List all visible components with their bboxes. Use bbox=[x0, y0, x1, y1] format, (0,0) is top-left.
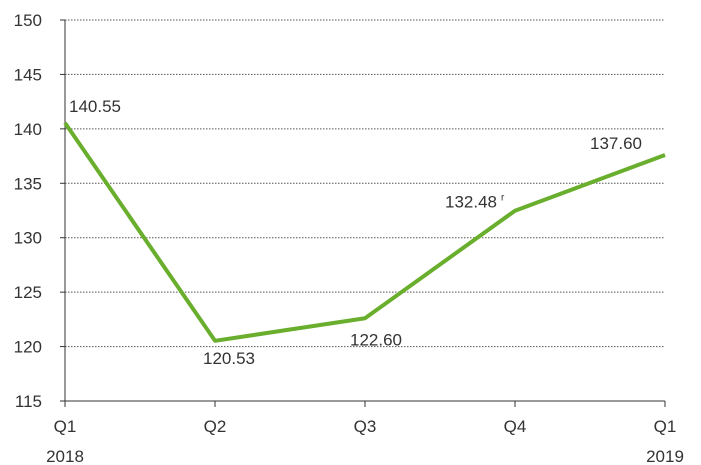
y-tick-label-125: 125 bbox=[14, 283, 42, 302]
y-tick-label-135: 135 bbox=[14, 174, 42, 193]
y-tick-label-120: 120 bbox=[14, 338, 42, 357]
x-tick-label-4: Q1 bbox=[654, 417, 677, 436]
data-labels: 140.55 120.53 122.60 132.48 r 137.60 bbox=[69, 97, 642, 368]
y-tick-label-145: 145 bbox=[14, 65, 42, 84]
gridlines bbox=[65, 19, 665, 348]
x-tick-labels: Q1 2018 Q2 Q3 Q4 Q1 2019 bbox=[46, 401, 684, 465]
revision-mark-3: r bbox=[501, 193, 505, 204]
data-label-3: 132.48 bbox=[445, 193, 497, 212]
x-tick-label-3: Q4 bbox=[504, 417, 527, 436]
x-year-label-4: 2019 bbox=[646, 447, 684, 465]
data-label-4: 137.60 bbox=[590, 134, 642, 153]
data-label-1: 120.53 bbox=[203, 349, 255, 368]
x-tick-label-1: Q2 bbox=[204, 417, 227, 436]
y-tick-label-150: 150 bbox=[14, 11, 42, 30]
x-tick-label-2: Q3 bbox=[354, 417, 377, 436]
y-tick-labels: 115 120 125 130 135 140 145 150 bbox=[14, 11, 65, 411]
data-label-2: 122.60 bbox=[350, 330, 402, 349]
y-tick-label-130: 130 bbox=[14, 229, 42, 248]
data-label-0: 140.55 bbox=[69, 97, 121, 116]
y-tick-label-140: 140 bbox=[14, 120, 42, 139]
series-line bbox=[63, 121, 666, 343]
x-year-label-0: 2018 bbox=[46, 447, 84, 465]
x-tick-label-0: Q1 bbox=[54, 417, 77, 436]
y-tick-label-115: 115 bbox=[15, 392, 42, 411]
